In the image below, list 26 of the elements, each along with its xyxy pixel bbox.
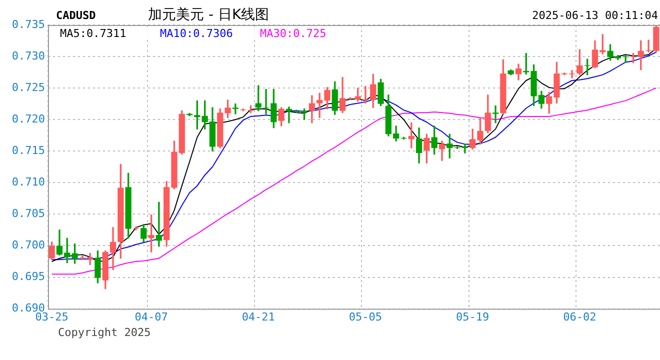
text: 2025-06-13 00:11:04 bbox=[532, 9, 658, 22]
candlestick bbox=[492, 105, 499, 124]
text: MA30:0.725 bbox=[256, 27, 356, 40]
x-tick-label: 05-05 bbox=[348, 310, 382, 324]
candlestick bbox=[232, 104, 238, 114]
candlestick bbox=[156, 202, 162, 247]
x-tick-label: 06-02 bbox=[563, 310, 596, 324]
y-tick-label: 0.725 bbox=[12, 80, 45, 94]
text: MA10:0.7306 bbox=[156, 27, 256, 40]
y-tick-label: 0.715 bbox=[12, 144, 45, 157]
text: MA5:0.7311 bbox=[56, 27, 156, 40]
candlestick bbox=[286, 106, 292, 124]
y-tick-label: 0.705 bbox=[12, 207, 45, 220]
x-tick-label: 04-21 bbox=[242, 310, 275, 324]
chart-title: 加元美元 - 日K线图 bbox=[148, 6, 270, 24]
x-tick-label: 05-19 bbox=[456, 310, 490, 324]
y-tick-label: 0.735 bbox=[12, 18, 45, 31]
y-tick-label: 0.730 bbox=[12, 49, 45, 62]
y-tick-label: 0.720 bbox=[12, 112, 45, 126]
candlestick bbox=[438, 140, 446, 161]
chart-subtitle: CADUSD bbox=[56, 9, 96, 22]
y-tick-label: 0.710 bbox=[12, 176, 45, 189]
text: Copyright 2025 bbox=[58, 326, 151, 339]
y-tick-label: 0.700 bbox=[12, 238, 45, 252]
x-tick-label: 04-07 bbox=[134, 310, 168, 324]
y-tick-label: 0.695 bbox=[12, 270, 45, 284]
